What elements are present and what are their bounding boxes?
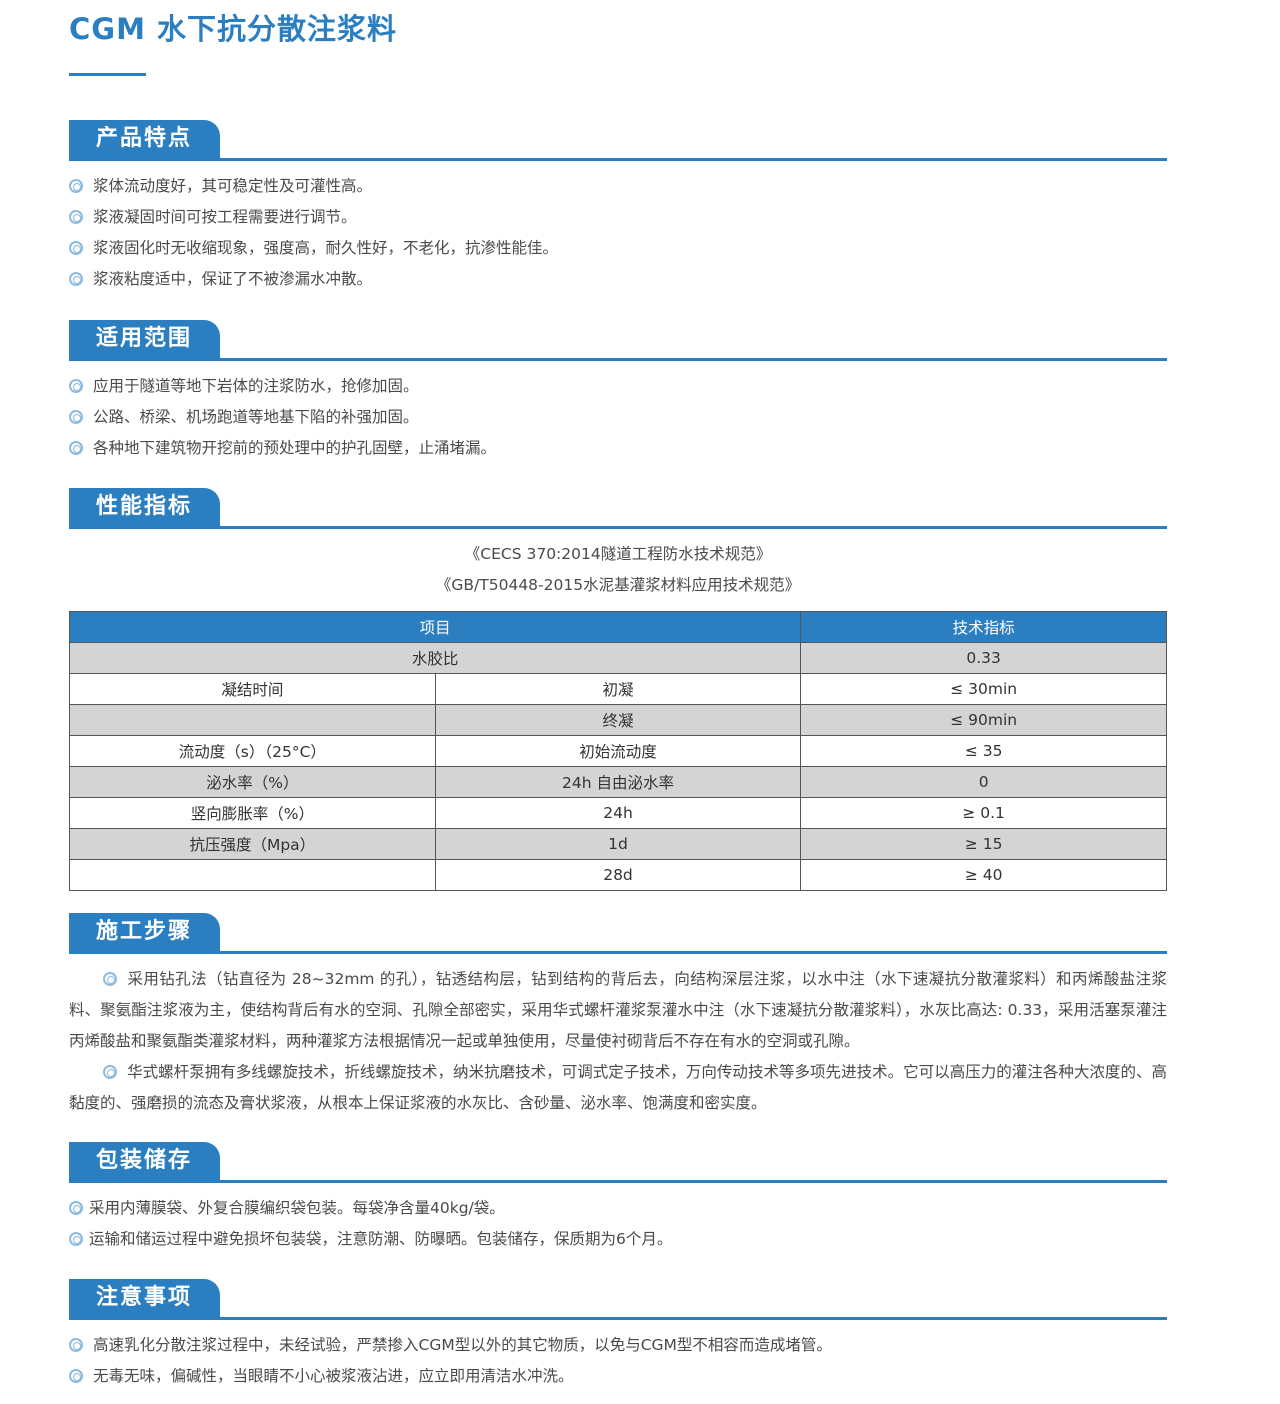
item-text: 浆液粘度适中，保证了不被渗漏水冲散。	[93, 270, 373, 288]
table-row: 终凝 ≤ 90min	[69, 704, 1167, 736]
section-title: 施工步骤	[69, 913, 220, 951]
cell: 1d	[434, 828, 802, 860]
table-row: 水胶比 0.33	[68, 642, 1167, 674]
list-item: 高速乳化分散注浆过程中，未经试验，严禁掺入CGM型以外的其它物质，以免与CGM型…	[69, 1330, 1167, 1361]
list-item: 浆液固化时无收缩现象，强度高，耐久性好，不老化，抗渗性能佳。	[69, 233, 1167, 264]
table-header-row: 项目 技术指标	[68, 611, 1167, 643]
standard-reference: 《CECS 370:2014隧道工程防水技术规范》	[464, 545, 772, 563]
section-title: 产品特点	[69, 120, 220, 158]
cell: 初始流动度	[434, 735, 802, 767]
paragraph: 采用钻孔法（钻直径为 28~32mm 的孔），钻透结构层，钻到结构的背后去，向结…	[69, 964, 1167, 1057]
cell: ≥ 15	[800, 828, 1167, 860]
header-cell: 技术指标	[800, 611, 1167, 643]
cell: 凝结时间	[69, 673, 436, 705]
section-performance: 性能指标 《CECS 370:2014隧道工程防水技术规范》 《GB/T5044…	[68, 488, 1167, 891]
table-row: 抗压强度（Mpa） 1d ≥ 15	[69, 828, 1167, 860]
item-text: 无毒无味，偏碱性，当眼睛不小心被浆液沾进，应立即用清洁水冲洗。	[93, 1367, 574, 1385]
double-circle-icon	[69, 379, 83, 393]
steps-text: 采用钻孔法（钻直径为 28~32mm 的孔），钻透结构层，钻到结构的背后去，向结…	[69, 964, 1167, 1119]
standard-reference: 《GB/T50448-2015水泥基灌浆材料应用技术规范》	[435, 576, 801, 594]
list-item: 运输和储运过程中避免损坏包装袋，注意防潮、防曝晒。包装储存，保质期为6个月。	[69, 1224, 1167, 1255]
section-header: 施工步骤	[69, 913, 1167, 954]
double-circle-icon	[69, 272, 83, 286]
cell: 泌水率（%）	[69, 766, 436, 798]
double-circle-icon	[69, 1232, 83, 1246]
item-text: 浆液固化时无收缩现象，强度高，耐久性好，不老化，抗渗性能佳。	[93, 239, 559, 257]
section-header: 适用范围	[69, 320, 1167, 361]
item-text: 应用于隧道等地下岩体的注浆防水，抢修加固。	[93, 377, 419, 395]
double-circle-icon	[69, 241, 83, 255]
double-circle-icon	[69, 1338, 83, 1352]
cell: 28d	[434, 859, 802, 891]
section-header: 产品特点	[69, 120, 1167, 161]
section-scope: 适用范围 应用于隧道等地下岩体的注浆防水，抢修加固。 公路、桥梁、机场跑道等地基…	[69, 320, 1167, 464]
cell: 抗压强度（Mpa）	[69, 828, 436, 860]
section-steps: 施工步骤 采用钻孔法（钻直径为 28~32mm 的孔），钻透结构层，钻到结构的背…	[69, 913, 1167, 1119]
header-cell: 项目	[68, 611, 802, 643]
double-circle-icon	[69, 210, 83, 224]
section-header: 包装储存	[69, 1142, 1167, 1183]
table-row: 泌水率（%） 24h 自由泌水率 0	[69, 766, 1167, 798]
spec-table: 项目 技术指标 水胶比 0.33 凝结时间 初凝 ≤ 30min 终凝 ≤ 90min 流…	[68, 611, 1167, 891]
cell	[69, 859, 436, 891]
cell: 0.33	[800, 642, 1167, 674]
table-row: 凝结时间 初凝 ≤ 30min	[69, 673, 1167, 705]
section-header: 性能指标	[69, 488, 1167, 529]
cell	[69, 704, 436, 736]
list-item: 采用内薄膜袋、外复合膜编织袋包装。每袋净含量40kg/袋。	[69, 1193, 1167, 1224]
list-item: 无毒无味，偏碱性，当眼睛不小心被浆液沾进，应立即用清洁水冲洗。	[69, 1361, 1167, 1392]
double-circle-icon	[69, 441, 83, 455]
table-row: 竖向膨胀率（%） 24h ≥ 0.1	[69, 797, 1167, 829]
double-circle-icon	[69, 1201, 83, 1215]
item-text: 高速乳化分散注浆过程中，未经试验，严禁掺入CGM型以外的其它物质，以免与CGM型…	[93, 1336, 832, 1354]
list-item: 浆液粘度适中，保证了不被渗漏水冲散。	[69, 264, 1167, 295]
double-circle-icon	[69, 1369, 83, 1383]
item-text: 采用内薄膜袋、外复合膜编织袋包装。每袋净含量40kg/袋。	[89, 1199, 505, 1217]
section-header: 注意事项	[69, 1279, 1167, 1320]
cell: 流动度（s）（25°C）	[69, 735, 436, 767]
list-item: 各种地下建筑物开挖前的预处理中的护孔固壁，止涌堵漏。	[69, 433, 1167, 464]
table-row: 流动度（s）（25°C） 初始流动度 ≤ 35	[69, 735, 1167, 767]
cell: 初凝	[434, 673, 802, 705]
paragraph-text: 采用钻孔法（钻直径为 28~32mm 的孔），钻透结构层，钻到结构的背后去，向结…	[69, 970, 1167, 1050]
cell: 竖向膨胀率（%）	[69, 797, 436, 829]
table-row: 28d ≥ 40	[69, 859, 1167, 891]
double-circle-icon	[103, 972, 118, 986]
cell: 24h 自由泌水率	[434, 766, 802, 798]
page-title: CGM 水下抗分散注浆料	[69, 12, 398, 46]
section-features: 产品特点 浆体流动度好，其可稳定性及可灌性高。 浆液凝固时间可按工程需要进行调节…	[69, 120, 1167, 295]
double-circle-icon	[103, 1065, 118, 1079]
cell: ≥ 0.1	[800, 797, 1167, 829]
double-circle-icon	[69, 410, 83, 424]
cell: 终凝	[434, 704, 802, 736]
list-item: 应用于隧道等地下岩体的注浆防水，抢修加固。	[69, 371, 1167, 402]
cell: 24h	[434, 797, 802, 829]
double-circle-icon	[69, 179, 83, 193]
cell: 0	[800, 766, 1167, 798]
list-item: 公路、桥梁、机场跑道等地基下陷的补强加固。	[69, 402, 1167, 433]
paragraph-text: 华式螺杆泵拥有多线螺旋技术，折线螺旋技术，纳米抗磨技术，可调式定子技术，万向传动…	[69, 1063, 1167, 1112]
item-text: 公路、桥梁、机场跑道等地基下陷的补强加固。	[93, 408, 419, 426]
paragraph: 华式螺杆泵拥有多线螺旋技术，折线螺旋技术，纳米抗磨技术，可调式定子技术，万向传动…	[69, 1057, 1167, 1119]
section-notes: 注意事项 高速乳化分散注浆过程中，未经试验，严禁掺入CGM型以外的其它物质，以免…	[69, 1279, 1167, 1392]
section-packaging: 包装储存 采用内薄膜袋、外复合膜编织袋包装。每袋净含量40kg/袋。 运输和储运…	[69, 1142, 1167, 1255]
cell: ≤ 90min	[800, 704, 1167, 736]
item-text: 浆液凝固时间可按工程需要进行调节。	[93, 208, 357, 226]
section-title: 性能指标	[69, 488, 220, 526]
item-text: 浆体流动度好，其可稳定性及可灌性高。	[93, 177, 373, 195]
item-text: 运输和储运过程中避免损坏包装袋，注意防潮、防曝晒。包装储存，保质期为6个月。	[89, 1230, 673, 1248]
item-text: 各种地下建筑物开挖前的预处理中的护孔固壁，止涌堵漏。	[93, 439, 497, 457]
section-title: 适用范围	[69, 320, 220, 358]
cell: ≥ 40	[800, 859, 1167, 891]
section-title: 注意事项	[69, 1279, 220, 1317]
list-item: 浆液凝固时间可按工程需要进行调节。	[69, 202, 1167, 233]
cell: ≤ 30min	[800, 673, 1167, 705]
title-underline	[69, 73, 146, 76]
section-title: 包装储存	[69, 1142, 220, 1180]
list-item: 浆体流动度好，其可稳定性及可灌性高。	[69, 171, 1167, 202]
cell: 水胶比	[68, 642, 802, 674]
cell: ≤ 35	[800, 735, 1167, 767]
